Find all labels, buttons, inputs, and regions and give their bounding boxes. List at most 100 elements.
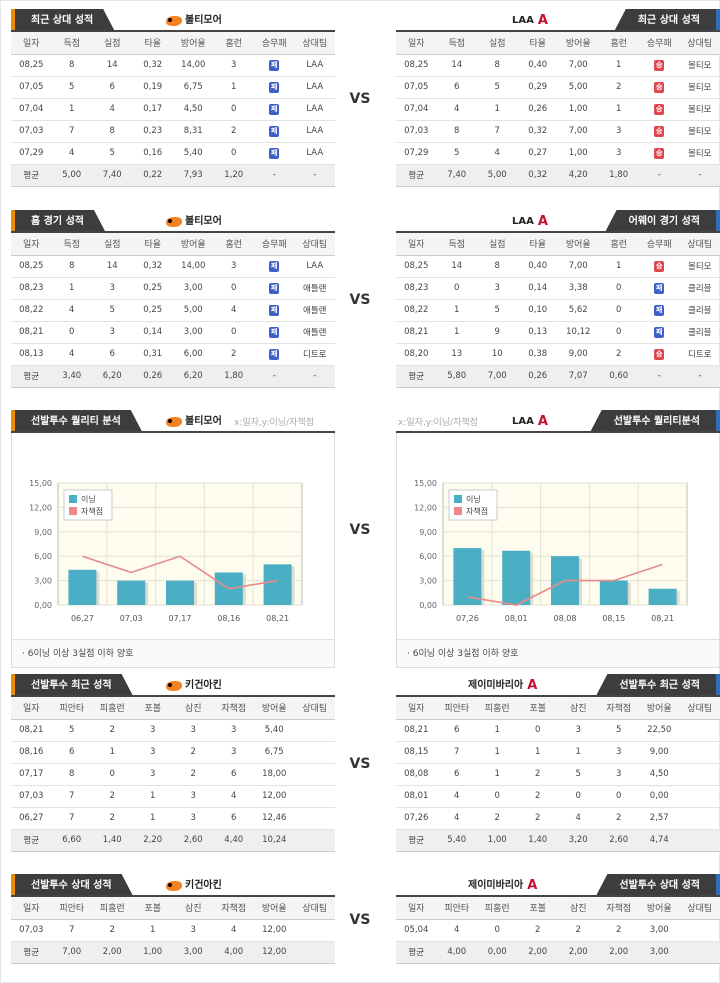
table-cell: 5,40 (173, 142, 214, 165)
table-cell: 1 (598, 54, 639, 77)
table-cell: 14 (92, 255, 133, 278)
table-cell: 1,20 (213, 164, 254, 187)
table-cell: 08,23 (11, 277, 52, 300)
x-tick-label: 07,03 (120, 614, 143, 623)
column-header: 상대팀 (679, 233, 720, 256)
table-cell: 2 (598, 76, 639, 99)
result-badge: 패 (269, 81, 280, 93)
table-cell: - (294, 164, 335, 187)
table-cell: 5 (51, 76, 92, 99)
table-cell: 평균 (11, 365, 52, 388)
table-cell: 4 (477, 142, 518, 165)
column-header: 승무패 (639, 32, 680, 55)
table-cell: 08,20 (396, 343, 437, 366)
table-cell: 6 (92, 343, 133, 366)
recent-stats-table: 일자 득점 실점 타율 방어율 홈런 승무패 상대팀 08,25 8 14 0,32 14,00 3 패 LA… (11, 32, 335, 187)
table-cell: 5 (436, 142, 477, 165)
table-cell: 0,26 (517, 98, 558, 121)
column-header: 피안타 (51, 697, 92, 720)
innings-bar (599, 580, 628, 605)
table-cell: 3 (598, 763, 639, 786)
table-cell: 0,25 (132, 277, 173, 300)
table-cell: 4 (213, 299, 254, 322)
table-cell: 3 (92, 321, 133, 344)
result-badge: 승 (654, 59, 665, 71)
column-header: 일자 (396, 897, 437, 920)
table-cell: 7,00 (477, 365, 518, 388)
table-cell: - (639, 365, 680, 388)
average-row: 평균 4,00 0,00 2,00 2,00 2,00 3,00 (396, 941, 720, 964)
column-header: 타율 (517, 233, 558, 256)
orioles-logo-icon (166, 416, 182, 427)
table-cell: 0,29 (517, 76, 558, 99)
recent-stats-table: 일자 득점 실점 타율 방어율 홈런 승무패 상대팀 08,25 14 8 0,40 7,00 1 승 볼티모… (396, 32, 720, 187)
table-cell: 7 (51, 807, 92, 830)
table-cell: 패 (254, 321, 295, 344)
table-cell: 1 (477, 763, 518, 786)
table-cell: 4 (51, 142, 92, 165)
table-cell: 0 (477, 785, 518, 808)
table-row: 08,15 7 1 1 1 3 9,00 (396, 741, 720, 764)
table-cell (679, 919, 720, 942)
column-header: 자책점 (598, 697, 639, 720)
table-cell: 1 (51, 98, 92, 121)
column-header: 상대팀 (294, 233, 335, 256)
table-cell: 0 (598, 321, 639, 344)
result-badge: 패 (269, 59, 280, 71)
team-name: 볼티모어 (185, 15, 222, 26)
table-cell: 0 (92, 763, 133, 786)
table-row: 08,01 4 0 2 0 0 0,00 (396, 785, 720, 808)
table-cell: 패 (254, 120, 295, 143)
table-cell: 6 (92, 76, 133, 99)
table-cell: 13 (436, 343, 477, 366)
table-cell: 6 (436, 763, 477, 786)
angels-logo-icon: A (537, 214, 548, 229)
table-cell: 07,17 (11, 763, 52, 786)
innings-bar (68, 569, 97, 605)
table-cell: 9,00 (558, 343, 599, 366)
team-label: 볼티모어 (166, 210, 222, 233)
table-row: 07,05 5 6 0,19 6,75 1 패 LAA (11, 76, 335, 99)
table-cell: 0,31 (132, 343, 173, 366)
team-name: LAA (512, 416, 534, 427)
table-row: 07,26 4 2 2 4 2 2,57 (396, 807, 720, 830)
x-tick-label: 07,26 (456, 614, 479, 623)
column-header: 득점 (51, 233, 92, 256)
table-cell: 패 (254, 54, 295, 77)
table-cell: 5 (558, 763, 599, 786)
table-cell: 2,57 (639, 807, 680, 830)
column-header: 일자 (396, 32, 437, 55)
table-cell: 18,00 (254, 763, 295, 786)
table-cell: - (254, 365, 295, 388)
table-cell: 4 (92, 98, 133, 121)
pitcher-label: 제이미바리아 A (468, 674, 537, 697)
table-cell: 2 (92, 785, 133, 808)
table-cell: 2 (598, 919, 639, 942)
table-cell: 10,24 (254, 829, 295, 852)
axis-hint: x:일자,y:이닝/자책점 (398, 418, 478, 428)
table-cell: 08,25 (396, 255, 437, 278)
column-header: 일자 (11, 897, 52, 920)
table-cell: 5,40 (254, 719, 295, 742)
table-cell: 10 (477, 343, 518, 366)
table-cell (679, 941, 720, 964)
x-tick-label: 08,21 (651, 614, 674, 623)
table-cell: LAA (294, 120, 335, 143)
y-tick-label: 12,00 (29, 503, 52, 512)
column-header: 피홈런 (92, 697, 133, 720)
table-cell: 1,00 (558, 98, 599, 121)
table-row: 08,08 6 1 2 5 3 4,50 (396, 763, 720, 786)
table-cell: 2 (477, 807, 518, 830)
table-cell: 3 (598, 741, 639, 764)
table-cell: 3 (132, 763, 173, 786)
table-cell: 2 (598, 343, 639, 366)
table-cell: 평균 (11, 164, 52, 187)
column-header: 상대팀 (294, 697, 335, 720)
y-tick-label: 9,00 (419, 528, 437, 537)
table-cell: 0,60 (598, 365, 639, 388)
table-cell: 0,40 (517, 54, 558, 77)
y-tick-label: 12,00 (414, 503, 437, 512)
akin-vs-panel: 선발투수 상대 성적 키건아킨 일자 피안타 피홈런 포볼 삼진 자책점 방어율 상대팀 07,… (11, 874, 335, 964)
table-cell: 0,13 (517, 321, 558, 344)
x-tick-label: 06,27 (71, 614, 94, 623)
